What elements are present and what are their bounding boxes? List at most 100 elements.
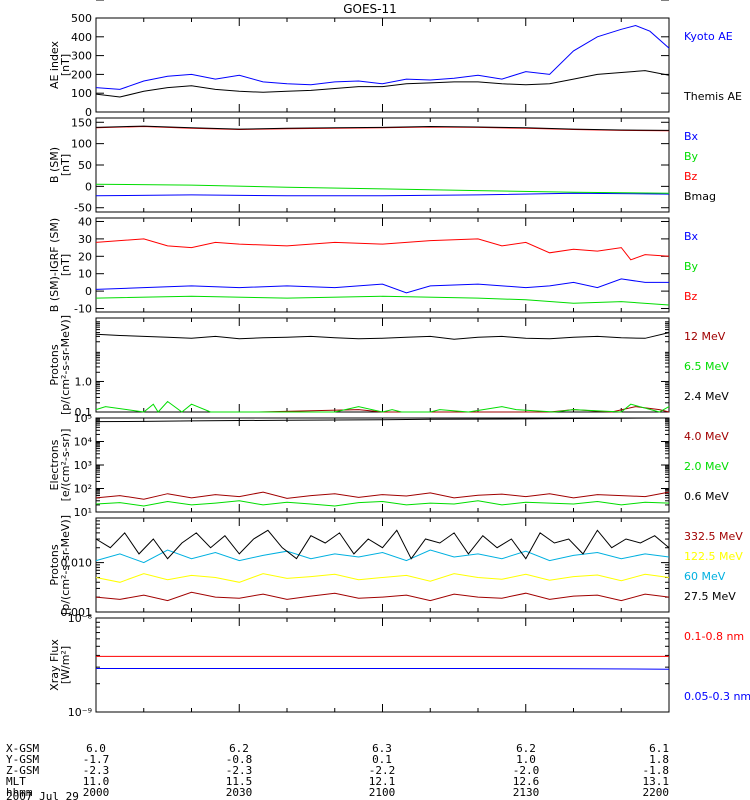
y-tick-label: 150: [71, 116, 92, 129]
legend-entry: Bmag: [684, 190, 716, 203]
legend-entry: 0.6 MeV: [684, 490, 729, 503]
y-tick-label: 10⁻⁹: [68, 706, 92, 719]
legend-entry: 27.5 MeV: [684, 590, 736, 603]
series-line-black: [95, 332, 670, 340]
panel-frame: [95, 17, 670, 113]
orbit-value: 6.2: [516, 742, 536, 755]
y-tick-label: 0: [85, 180, 92, 193]
orbit-value: 2130: [513, 786, 540, 799]
series-line-black: [95, 529, 670, 560]
date-label: 2007 Jul 29: [6, 790, 79, 800]
y-axis-label: Protons: [48, 344, 61, 385]
orbit-row-label: MLT: [6, 775, 26, 788]
panel-ae: 0 100 200 300 400 500 AE index[nT] Kyoto AE Them…: [48, 12, 742, 119]
orbit-value: 13.1: [643, 775, 670, 788]
panel-electrons: 10¹ 10² 10³ 10⁴ 10⁵ Electrons[e/(cm²-s-sr)] 4.…: [48, 412, 729, 519]
panel-frame: [95, 517, 670, 613]
legend-entry: 332.5 MeV: [684, 530, 743, 543]
y-tick-label: 10.0: [68, 0, 93, 3]
orbit-value: 12.6: [513, 775, 540, 788]
orbit-value: -1.8: [643, 764, 670, 777]
panel-frame: [95, 317, 670, 413]
panel-frame: [95, 217, 670, 313]
y-tick-label: 10⁵: [74, 412, 92, 425]
panel-b: -50 0 50 100 150 B (SM)[nT] Bx By Bz Bmag: [48, 116, 716, 214]
series-line-black: [95, 70, 670, 98]
legend-entry: 0.05-0.3 nm: [684, 690, 750, 703]
y-tick-label: 10⁴: [74, 436, 93, 449]
y-tick-label: 100: [71, 138, 92, 151]
orbit-row-label: X-GSM: [6, 742, 39, 755]
y-tick-label: 0.010: [61, 557, 93, 570]
y-axis-label: B (SM)-IGRF (SM): [48, 218, 61, 312]
series-line-green: [95, 295, 670, 306]
orbit-value: 6.3: [372, 742, 392, 755]
y-axis-label: [nT]: [59, 154, 72, 176]
orbit-value: 11.5: [226, 775, 253, 788]
orbit-value: 12.1: [369, 775, 396, 788]
y-tick-label: 500: [71, 12, 92, 25]
orbit-value: -2.2: [369, 764, 396, 777]
y-axis-label: [p/(cm²-s-sr-MeV)]: [59, 315, 72, 415]
orbit-value: -0.8: [226, 753, 253, 766]
y-tick-label: 1.0: [75, 375, 93, 388]
y-axis-label: [e/(cm²-s-sr)]: [59, 429, 72, 502]
y-tick-label: 10¹: [74, 506, 92, 519]
y-tick-label: 20: [78, 250, 92, 263]
y-axis-label: Protons: [48, 544, 61, 585]
y-tick-label: 200: [71, 68, 92, 81]
y-axis-label: [nT]: [59, 254, 72, 276]
y-tick-label: -10: [74, 303, 92, 316]
y-axis-label: [p/(cm²-s-sr-MeV)]: [59, 515, 72, 615]
series-line-blue: [95, 24, 670, 90]
orbit-value: 0.1: [372, 753, 392, 766]
series-line-red: [95, 238, 670, 261]
panel-bigrf: -10 0 10 20 30 40 B (SM)-IGRF (SM)[nT] Bx By Bz: [48, 215, 699, 315]
orbit-value: 6.0: [86, 742, 106, 755]
legend-entry: 60 MeV: [684, 570, 726, 583]
legend-entry: 2.0 MeV: [684, 460, 729, 473]
chart-title: GOES-11: [343, 2, 397, 16]
y-tick-label: 0.1: [75, 406, 93, 419]
legend-entry: By: [684, 150, 699, 163]
orbit-value: 2100: [369, 786, 396, 799]
series-line-green: [95, 400, 670, 413]
legend-entry: By: [684, 260, 699, 273]
legend-entry: Bz: [684, 170, 698, 183]
legend-entry: 0.1-0.8 nm: [684, 630, 744, 643]
y-tick-label: 10²: [74, 483, 92, 496]
y-axis-label: [W/m²]: [59, 646, 72, 684]
orbit-value: 2030: [226, 786, 253, 799]
orbit-value: 6.2: [229, 742, 249, 755]
series-line-darkred: [95, 491, 670, 500]
orbit-value: -1.7: [83, 753, 110, 766]
orbit-row-label: hhmm: [6, 786, 33, 799]
y-axis-label: Xray Flux: [48, 639, 61, 691]
y-tick-label: 100.0: [61, 0, 93, 3]
y-tick-label: 30: [78, 233, 92, 246]
orbit-value: 11.0: [83, 775, 110, 788]
y-tick-label: 300: [71, 50, 92, 63]
series-line-blue: [95, 192, 670, 197]
y-tick-label: 10³: [74, 459, 92, 472]
panel-xray: 10⁻⁹ 10⁻⁸ Xray Flux[W/m²] 0.1-0.8 nm 0.05-0.…: [48, 612, 750, 719]
series-line-blue: [96, 668, 670, 670]
orbit-value: 2000: [83, 786, 110, 799]
legend-entry: 2.4 MeV: [684, 390, 729, 403]
orbit-row-label: Y-GSM: [6, 753, 39, 766]
y-tick-label: 40: [78, 215, 92, 228]
y-axis-label: AE index: [48, 40, 61, 89]
panel-frame: [95, 617, 670, 713]
orbit-value: 1.0: [516, 753, 536, 766]
legend-entry: 6.5 MeV: [684, 360, 729, 373]
y-tick-label: -50: [74, 202, 92, 215]
legend-entry: Bx: [684, 130, 699, 143]
orbit-value: -2.0: [513, 764, 540, 777]
series-line-black: [95, 417, 670, 423]
y-tick-label: 10⁻⁸: [68, 612, 93, 625]
y-tick-label: 50: [78, 159, 92, 172]
legend-entry: Themis AE: [683, 90, 742, 103]
